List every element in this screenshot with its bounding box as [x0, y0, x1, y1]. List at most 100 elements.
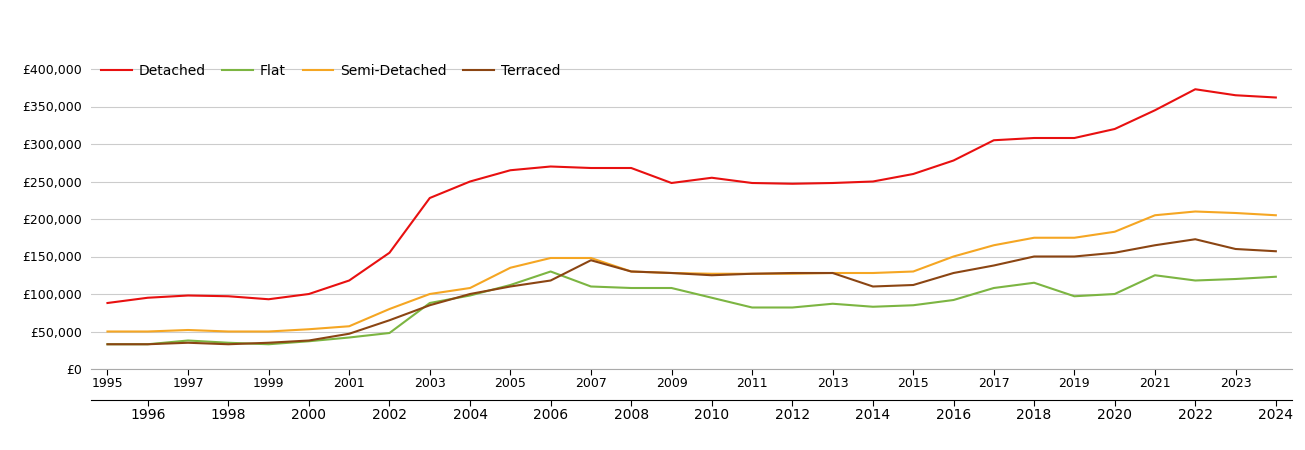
Flat	[261, 342, 277, 347]
Flat	[703, 295, 719, 301]
Terraced	[865, 284, 881, 289]
Flat	[583, 284, 599, 289]
Flat	[301, 338, 317, 344]
Semi-Detached	[462, 285, 478, 291]
Detached	[1188, 86, 1203, 92]
Detached	[1026, 135, 1041, 141]
Terraced	[1026, 254, 1041, 259]
Flat	[1147, 273, 1163, 278]
Semi-Detached	[543, 255, 559, 261]
Flat	[502, 282, 518, 288]
Detached	[1066, 135, 1082, 141]
Detached	[946, 158, 962, 163]
Semi-Detached	[906, 269, 921, 274]
Detached	[342, 278, 358, 283]
Detached	[502, 167, 518, 173]
Flat	[381, 330, 397, 336]
Terraced	[180, 340, 196, 346]
Detached	[744, 180, 760, 186]
Flat	[1188, 278, 1203, 283]
Flat	[140, 342, 155, 347]
Terraced	[261, 340, 277, 346]
Detached	[140, 295, 155, 301]
Detached	[261, 297, 277, 302]
Flat	[1228, 276, 1244, 282]
Flat	[946, 297, 962, 303]
Terraced	[664, 270, 680, 276]
Detached	[422, 195, 437, 201]
Flat	[221, 340, 236, 346]
Detached	[987, 138, 1002, 143]
Flat	[744, 305, 760, 310]
Terraced	[624, 269, 639, 274]
Terraced	[502, 284, 518, 289]
Detached	[583, 165, 599, 171]
Terraced	[462, 291, 478, 297]
Terraced	[342, 331, 358, 337]
Terraced	[140, 342, 155, 347]
Terraced	[1107, 250, 1122, 256]
Terraced	[703, 273, 719, 278]
Flat	[664, 285, 680, 291]
Semi-Detached	[99, 329, 115, 334]
Semi-Detached	[1107, 229, 1122, 234]
Flat	[987, 285, 1002, 291]
Flat	[784, 305, 800, 310]
Semi-Detached	[946, 254, 962, 259]
Flat	[180, 338, 196, 343]
Terraced	[1228, 246, 1244, 252]
Flat	[624, 285, 639, 291]
Flat	[422, 300, 437, 306]
Semi-Detached	[1026, 235, 1041, 240]
Detached	[703, 175, 719, 180]
Terraced	[381, 318, 397, 323]
Flat	[1066, 293, 1082, 299]
Semi-Detached	[865, 270, 881, 276]
Terraced	[906, 282, 921, 288]
Semi-Detached	[261, 329, 277, 334]
Semi-Detached	[342, 324, 358, 329]
Semi-Detached	[703, 271, 719, 276]
Detached	[1147, 108, 1163, 113]
Semi-Detached	[583, 255, 599, 261]
Semi-Detached	[1228, 210, 1244, 216]
Terraced	[1268, 248, 1284, 254]
Semi-Detached	[744, 271, 760, 276]
Detached	[784, 181, 800, 186]
Semi-Detached	[140, 329, 155, 334]
Semi-Detached	[381, 306, 397, 312]
Semi-Detached	[825, 270, 840, 276]
Line: Semi-Detached: Semi-Detached	[107, 212, 1276, 332]
Detached	[1268, 95, 1284, 100]
Semi-Detached	[1188, 209, 1203, 214]
Legend: Detached, Flat, Semi-Detached, Terraced: Detached, Flat, Semi-Detached, Terraced	[98, 61, 562, 81]
Terraced	[1188, 237, 1203, 242]
Line: Detached: Detached	[107, 89, 1276, 303]
Detached	[906, 171, 921, 177]
Detached	[825, 180, 840, 186]
Terraced	[784, 270, 800, 276]
Detached	[381, 250, 397, 256]
Detached	[462, 179, 478, 184]
Flat	[825, 301, 840, 306]
Terraced	[99, 342, 115, 347]
Flat	[865, 304, 881, 310]
Terraced	[221, 342, 236, 347]
Detached	[624, 165, 639, 171]
Semi-Detached	[1147, 212, 1163, 218]
Semi-Detached	[502, 265, 518, 270]
Terraced	[1147, 243, 1163, 248]
Detached	[99, 300, 115, 306]
Semi-Detached	[221, 329, 236, 334]
Detached	[301, 291, 317, 297]
Semi-Detached	[301, 327, 317, 332]
Terraced	[422, 302, 437, 308]
Terraced	[744, 271, 760, 276]
Terraced	[825, 270, 840, 276]
Flat	[99, 342, 115, 347]
Semi-Detached	[784, 271, 800, 276]
Terraced	[1066, 254, 1082, 259]
Detached	[664, 180, 680, 186]
Flat	[906, 302, 921, 308]
Line: Flat: Flat	[107, 271, 1276, 344]
